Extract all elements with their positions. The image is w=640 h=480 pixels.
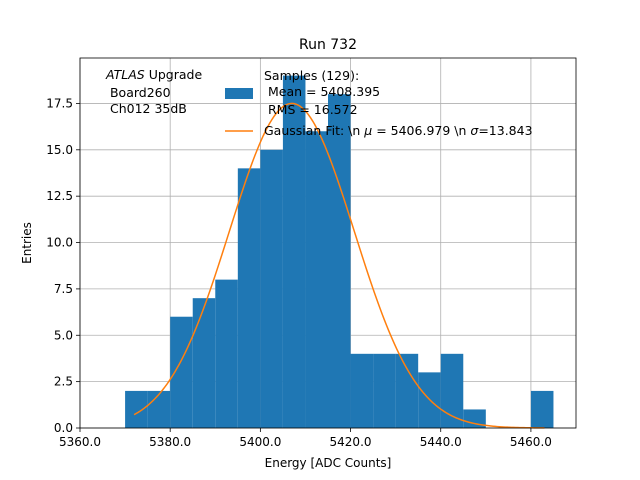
annotation-atlas-italic: ATLAS — [105, 67, 145, 82]
histogram-bar — [463, 409, 486, 428]
y-axis-label: Entries — [20, 222, 34, 264]
x-tick-label: 5380.0 — [149, 435, 191, 449]
histogram-bars — [125, 75, 554, 429]
histogram-bar — [282, 75, 306, 428]
gaussian-fit-curve — [133, 102, 545, 429]
chart-title: Run 732 — [299, 37, 357, 53]
y-tick-label: 7.5 — [54, 282, 73, 296]
y-tick-label: 0.0 — [54, 421, 73, 435]
histogram-bar — [350, 353, 374, 428]
histogram-bar — [260, 149, 283, 428]
x-tick-label: 5440.0 — [420, 435, 462, 449]
histogram-bar — [395, 353, 419, 428]
atlas-annotation: ATLAS Upgrade Board260 Ch012 35dB — [105, 67, 202, 116]
legend-samples-line-1: Samples (129): — [264, 68, 359, 83]
histogram-bar — [192, 298, 216, 428]
annotation-line-2: Board260 — [106, 85, 171, 100]
histogram-bar — [373, 353, 396, 428]
x-tick-label: 5420.0 — [330, 435, 372, 449]
y-tick-label: 15.0 — [46, 143, 73, 157]
y-tick-label: 17.5 — [46, 96, 73, 110]
histogram-bar — [125, 390, 148, 428]
x-tick-label: 5400.0 — [239, 435, 281, 449]
histogram-bar — [328, 94, 351, 429]
legend: Samples (129): Mean = 5408.395 RMS = 16.… — [225, 68, 533, 138]
legend-swatch-samples — [225, 88, 253, 99]
histogram-bar — [170, 316, 193, 428]
legend-samples-line-2: Mean = 5408.395 — [264, 84, 380, 99]
annotation-line-1: ATLAS Upgrade — [105, 67, 202, 82]
legend-fit-label: Gaussian Fit: \n μ = 5406.979 \n σ=13.84… — [264, 123, 533, 138]
y-axis-ticks: 0.0 2.5 5.0 7.5 10.0 12.5 15.0 17.5 — [46, 96, 80, 435]
histogram-bar — [305, 131, 328, 428]
y-tick-label: 2.5 — [54, 375, 73, 389]
x-axis-label: Energy [ADC Counts] — [265, 456, 392, 470]
histogram-bar — [530, 390, 554, 428]
histogram-bar — [440, 353, 464, 428]
histogram-bar — [215, 279, 238, 428]
histogram-bar — [147, 390, 171, 428]
x-tick-label: 5460.0 — [510, 435, 552, 449]
legend-samples-line-3: RMS = 16.572 — [264, 102, 358, 117]
x-tick-label: 5360.0 — [59, 435, 101, 449]
y-tick-label: 10.0 — [46, 236, 73, 250]
y-tick-label: 12.5 — [46, 189, 73, 203]
annotation-line-3: Ch012 35dB — [106, 101, 187, 116]
x-axis-ticks: 5360.0 5380.0 5400.0 5420.0 5440.0 5460.0 — [59, 428, 552, 449]
annotation-upgrade: Upgrade — [145, 67, 203, 82]
y-tick-label: 5.0 — [54, 328, 73, 342]
plot-frame — [79, 57, 577, 429]
histogram-bar — [237, 168, 261, 428]
